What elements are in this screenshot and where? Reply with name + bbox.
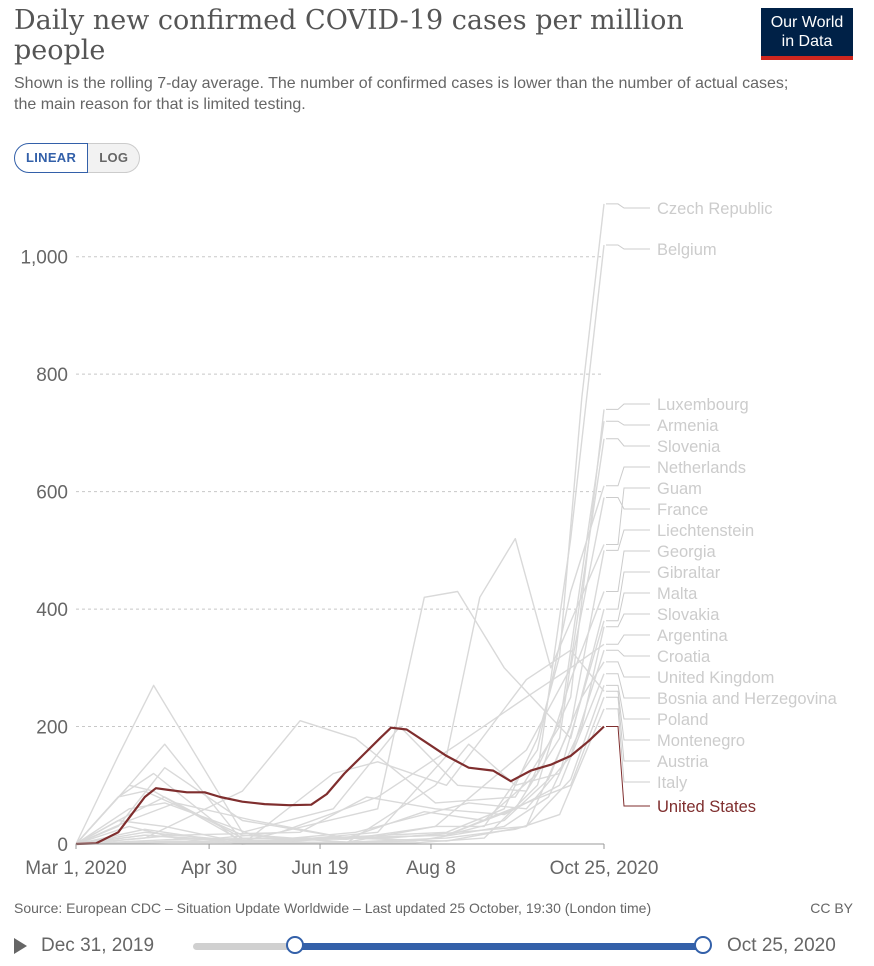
y-tick-label: 200 bbox=[36, 718, 68, 739]
series-line bbox=[75, 590, 605, 845]
label-connector bbox=[606, 708, 650, 783]
label-connector bbox=[606, 673, 650, 699]
highlight-series-line bbox=[75, 725, 605, 846]
series-label: Armenia bbox=[657, 417, 719, 435]
x-tick-label: Mar 1, 2020 bbox=[25, 858, 126, 879]
series-label: Luxembourg bbox=[657, 396, 749, 414]
license-link[interactable]: CC BY bbox=[810, 900, 853, 916]
series-label: Bosnia and Herzegovina bbox=[657, 690, 838, 708]
x-tick-label: Oct 25, 2020 bbox=[550, 858, 659, 879]
scale-toggle: LINEAR LOG bbox=[14, 143, 141, 173]
series-label: Austria bbox=[657, 753, 709, 771]
series-label: United Kingdom bbox=[657, 669, 774, 687]
series-line bbox=[75, 649, 605, 845]
series-labels: Czech Republic Belgium Luxembourg Armenia Sl… bbox=[606, 200, 838, 816]
label-connector bbox=[606, 438, 650, 447]
series-line bbox=[75, 537, 605, 845]
label-connector bbox=[606, 613, 650, 628]
y-tick-label: 600 bbox=[36, 483, 68, 504]
y-tick-label: 800 bbox=[36, 365, 68, 386]
series-line bbox=[75, 673, 605, 845]
y-tick-label: 400 bbox=[36, 600, 68, 621]
series-label: Croatia bbox=[657, 648, 711, 666]
series-label: France bbox=[657, 501, 708, 519]
y-tick-label: 0 bbox=[57, 835, 68, 856]
series-label: Malta bbox=[657, 585, 698, 603]
label-connector bbox=[606, 634, 650, 645]
series-label: Liechtenstein bbox=[657, 522, 754, 540]
source-note: Source: European CDC – Situation Update … bbox=[14, 900, 652, 916]
label-connector bbox=[606, 420, 650, 426]
play-icon[interactable] bbox=[14, 938, 27, 954]
timeline-start-label: Dec 31, 2019 bbox=[41, 935, 155, 956]
series-label: Slovenia bbox=[657, 438, 721, 456]
linear-scale-button[interactable]: LINEAR bbox=[14, 143, 89, 173]
label-connector bbox=[606, 550, 650, 592]
series-label: Montenegro bbox=[657, 732, 745, 750]
series-label: Poland bbox=[657, 711, 708, 729]
label-connector bbox=[606, 649, 650, 657]
log-scale-button[interactable]: LOG bbox=[88, 143, 141, 173]
label-connector bbox=[606, 203, 650, 209]
label-connector bbox=[606, 403, 650, 410]
label-connector bbox=[606, 487, 650, 545]
axes: 0 200 400 600 800 1,000 Mar 1, 2020 Apr 30 Jun 1… bbox=[20, 248, 658, 879]
series-label: Slovakia bbox=[657, 606, 720, 624]
series-label: Gibraltar bbox=[657, 564, 721, 582]
label-connector bbox=[606, 466, 650, 487]
timeline-end-label: Oct 25, 2020 bbox=[727, 935, 836, 956]
series-line bbox=[75, 203, 605, 845]
label-connector bbox=[606, 497, 650, 510]
label-connector bbox=[606, 529, 650, 551]
series-line bbox=[75, 708, 605, 845]
series-label: United States bbox=[657, 798, 756, 816]
series-line bbox=[75, 649, 605, 845]
chart-title: Daily new confirmed COVID-19 cases per m… bbox=[14, 5, 684, 66]
series-line bbox=[75, 421, 605, 845]
label-connector bbox=[606, 571, 650, 610]
x-tick-label: Jun 19 bbox=[292, 858, 349, 879]
label-connector bbox=[606, 690, 650, 741]
y-tick-label: 1,000 bbox=[20, 248, 68, 269]
label-connector bbox=[606, 696, 650, 762]
series-line bbox=[75, 643, 605, 845]
gridlines bbox=[76, 256, 604, 728]
timeline-selected-range bbox=[295, 943, 703, 950]
label-connector bbox=[606, 726, 650, 807]
label-connector bbox=[606, 592, 650, 622]
series-lines bbox=[75, 203, 605, 845]
chart-subtitle: Shown is the rolling 7-day average. The … bbox=[14, 75, 789, 113]
series-label: Netherlands bbox=[657, 459, 746, 477]
series-line bbox=[75, 497, 605, 845]
line-chart: 0 200 400 600 800 1,000 Mar 1, 2020 Apr 30 Jun 1… bbox=[20, 200, 838, 879]
logo-line-1: Our World bbox=[770, 14, 844, 31]
series-label: Guam bbox=[657, 480, 702, 498]
x-tick-label: Aug 8 bbox=[406, 858, 456, 879]
series-line bbox=[75, 696, 605, 845]
owid-logo[interactable]: Our World in Data bbox=[761, 8, 853, 60]
label-connector bbox=[606, 661, 650, 678]
x-tick-label: Apr 30 bbox=[181, 858, 237, 879]
label-connector bbox=[606, 684, 650, 720]
series-label: Belgium bbox=[657, 241, 717, 259]
highlighted-series bbox=[75, 725, 605, 846]
label-connector bbox=[606, 244, 650, 250]
series-label: Georgia bbox=[657, 543, 717, 561]
series-label: Italy bbox=[657, 774, 688, 792]
timeline-end-handle[interactable] bbox=[694, 936, 712, 954]
timeline-start-handle[interactable] bbox=[286, 936, 304, 954]
series-label: Czech Republic bbox=[657, 200, 773, 218]
series-label: Argentina bbox=[657, 627, 728, 645]
logo-line-2: in Data bbox=[781, 33, 833, 50]
series-line bbox=[75, 591, 605, 845]
